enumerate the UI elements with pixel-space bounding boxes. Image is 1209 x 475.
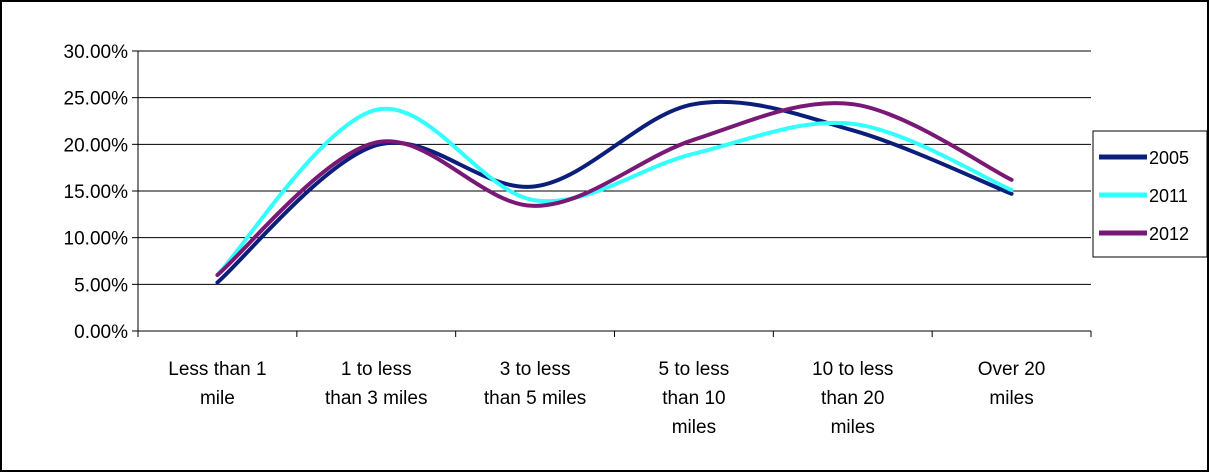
x-tick-label: Less than 1 mile (168, 359, 266, 409)
x-axis-ticks: Less than 1 mile 1 to less than 3 miles 3 to… (137, 331, 1092, 438)
y-tick-label: 5.00% (74, 275, 128, 296)
y-tick-label: 20.00% (64, 135, 129, 156)
y-tick-label: 10.00% (64, 229, 129, 250)
series-line-2005 (215, 99, 1014, 285)
legend: 2005 2011 2012 (1092, 130, 1208, 258)
y-tick-label: 15.00% (64, 182, 129, 203)
series-line-2012 (215, 101, 1014, 277)
legend-label-2005: 2005 (1149, 148, 1189, 168)
series-lines (215, 99, 1014, 285)
x-tick-label: 1 to less than 3 miles (325, 359, 427, 409)
x-tick-label: Over 20 miles (978, 359, 1046, 409)
gridlines (138, 50, 1091, 285)
y-tick-label: 30.00% (64, 42, 129, 63)
legend-label-2011: 2011 (1149, 186, 1188, 206)
x-tick-label: 3 to less than 5 miles (484, 359, 586, 409)
y-tick-label: 0.00% (74, 322, 128, 343)
x-tick-label: 5 to less than 10 miles (659, 359, 730, 438)
y-axis-ticks: 0.00% 5.00% 10.00% 15.00% 20.00% 25.00% 30.00% (64, 42, 138, 343)
legend-label-2012: 2012 (1149, 224, 1189, 244)
series-line-2011 (215, 106, 1014, 277)
y-tick-label: 25.00% (64, 89, 129, 110)
x-tick-label: 10 to less than 20 miles (812, 359, 893, 438)
